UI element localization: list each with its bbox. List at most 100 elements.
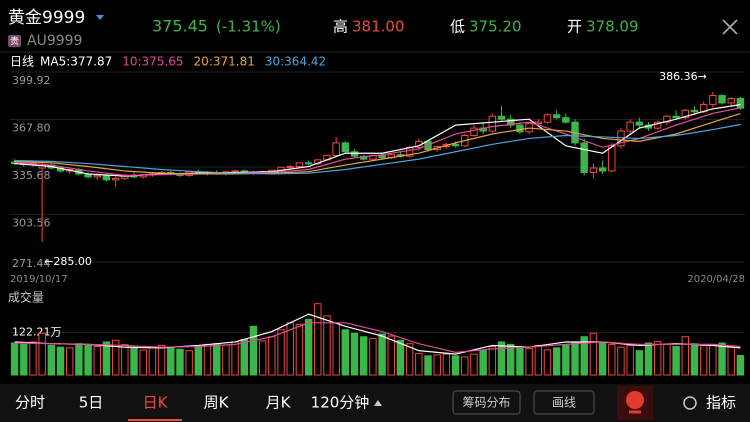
min-annotation: ←285.00 bbox=[44, 255, 92, 268]
volume-bar bbox=[369, 337, 377, 376]
volume-bar bbox=[736, 355, 745, 376]
tab-dropdown-icon[interactable] bbox=[374, 400, 382, 406]
volume-bar bbox=[29, 341, 37, 376]
tab[interactable]: 分时 bbox=[15, 394, 45, 412]
volume-bar bbox=[488, 345, 497, 376]
volume-bar bbox=[350, 332, 359, 376]
volume-bar bbox=[111, 339, 120, 376]
volume-bar bbox=[157, 344, 166, 376]
candle-body bbox=[378, 154, 386, 159]
badge: 贵 bbox=[10, 35, 19, 47]
volume-bar bbox=[654, 341, 662, 376]
candle-body bbox=[552, 114, 561, 119]
volume-bar bbox=[396, 339, 405, 376]
candle-body bbox=[516, 124, 524, 133]
candle-body bbox=[93, 174, 101, 178]
candle-body bbox=[111, 177, 120, 181]
badge-bg bbox=[8, 35, 21, 47]
candle-body bbox=[286, 166, 294, 169]
tab[interactable]: 日K bbox=[143, 394, 169, 412]
volume-bar bbox=[240, 339, 248, 376]
candle-body bbox=[304, 162, 313, 165]
volume-bar bbox=[562, 344, 570, 376]
volume-bar bbox=[332, 322, 340, 376]
max-annotation: 386.36→ bbox=[659, 70, 707, 83]
volume-bar bbox=[681, 336, 689, 376]
ma-line bbox=[14, 107, 741, 177]
tab[interactable]: 5日 bbox=[79, 394, 104, 412]
dropdown-icon[interactable] bbox=[96, 15, 104, 20]
volume-bar bbox=[84, 344, 92, 376]
record-icon[interactable] bbox=[626, 391, 644, 409]
volume-bar bbox=[451, 355, 460, 376]
volume-bar bbox=[249, 325, 258, 376]
volume-bar bbox=[598, 342, 607, 376]
button-frame[interactable] bbox=[452, 390, 521, 415]
candle-body bbox=[562, 117, 570, 123]
volume-bar bbox=[75, 343, 83, 376]
volume-bar bbox=[552, 347, 561, 376]
volume-bar bbox=[56, 346, 65, 376]
candle-body bbox=[470, 127, 478, 136]
change: (-1.31%) bbox=[216, 18, 281, 36]
volume-bar bbox=[479, 350, 487, 376]
volume-bar bbox=[516, 346, 524, 376]
button-frame[interactable] bbox=[533, 390, 595, 415]
candle-body bbox=[598, 167, 607, 172]
candle-body bbox=[543, 114, 552, 123]
volume-bar bbox=[543, 349, 552, 376]
tab[interactable]: 月K bbox=[266, 394, 292, 412]
volume-bar bbox=[387, 335, 395, 376]
volume-bar bbox=[10, 342, 19, 376]
candle-body bbox=[635, 121, 644, 126]
date-end: 2020/04/28 bbox=[687, 274, 745, 285]
volume-ma-line bbox=[14, 313, 741, 355]
high-label: 高 bbox=[333, 18, 348, 36]
open: 378.09 bbox=[586, 18, 639, 36]
volume-bar bbox=[185, 350, 193, 376]
candle-body bbox=[580, 142, 588, 173]
title[interactable]: 黄金9999 bbox=[8, 8, 85, 28]
candle-body bbox=[507, 118, 515, 126]
candle-body bbox=[681, 109, 689, 119]
tab[interactable]: 120分钟 bbox=[311, 394, 370, 412]
y-tick-label: 399.92 bbox=[12, 74, 51, 87]
volume-bar bbox=[121, 343, 129, 376]
volume-bar bbox=[213, 343, 221, 376]
y-tick-label: 271.44 bbox=[12, 257, 51, 270]
button[interactable]: 画线 bbox=[552, 396, 576, 410]
volume-bar bbox=[534, 344, 542, 376]
volume-bar bbox=[507, 343, 515, 376]
volume-bar bbox=[424, 355, 432, 376]
candle-body bbox=[718, 95, 726, 104]
indicator[interactable]: 指标 bbox=[706, 394, 736, 412]
volume-bar bbox=[341, 329, 350, 376]
y-tick-label: 367.80 bbox=[12, 122, 51, 135]
close-button[interactable] bbox=[722, 19, 738, 35]
volume-bar bbox=[47, 344, 56, 376]
candle-body bbox=[350, 151, 359, 157]
candle-body bbox=[497, 115, 506, 120]
volume-bar bbox=[415, 352, 423, 376]
tab[interactable]: 周K bbox=[204, 394, 230, 412]
candle-body bbox=[534, 121, 542, 125]
volume-bar bbox=[314, 303, 322, 376]
candle-body bbox=[663, 115, 671, 123]
volume-bar bbox=[167, 347, 175, 376]
volume-bar bbox=[663, 343, 671, 376]
candle-body bbox=[608, 145, 616, 172]
volume-bar bbox=[130, 348, 138, 376]
volume-bar bbox=[66, 347, 74, 376]
volume-ma-line bbox=[14, 322, 741, 354]
volume-bar bbox=[718, 342, 726, 376]
candle-body bbox=[709, 95, 717, 105]
ma-line bbox=[14, 123, 741, 175]
volume-bar bbox=[268, 336, 276, 376]
legend-entry: MA5:377.87 bbox=[40, 55, 112, 69]
indicator-icon[interactable] bbox=[683, 396, 697, 410]
button[interactable]: 筹码分布 bbox=[462, 396, 510, 410]
volume-bar bbox=[148, 346, 157, 376]
volume-bar bbox=[727, 346, 735, 376]
volume-bar bbox=[231, 341, 239, 376]
